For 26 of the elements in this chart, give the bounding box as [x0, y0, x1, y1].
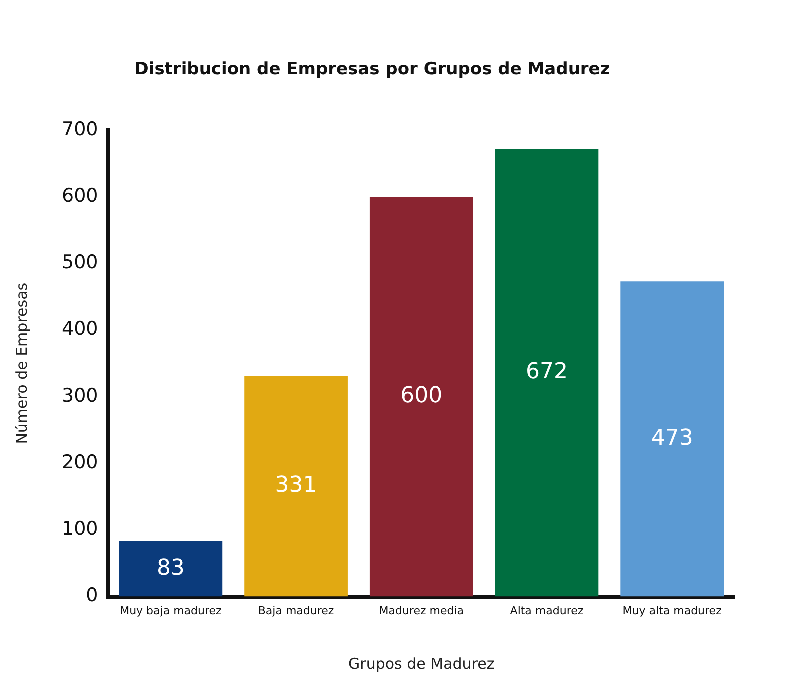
y-tick-label: 700 — [62, 118, 98, 140]
data-label: 83 — [156, 556, 185, 581]
x-tick-label: Muy baja madurez — [120, 604, 222, 618]
y-axis-title: Número de Empresas — [12, 282, 31, 444]
data-label: 600 — [400, 384, 443, 409]
x-axis-title: Grupos de Madurez — [348, 654, 495, 673]
y-tick-label: 300 — [62, 384, 98, 407]
x-tick-label: Alta madurez — [510, 604, 584, 618]
y-tick-label: 500 — [62, 252, 98, 274]
x-tick-label: Muy alta madurez — [622, 604, 722, 618]
bar — [620, 282, 724, 597]
chart-title: Distribucion de Empresas por Grupos de Madurez — [134, 60, 610, 80]
bar — [119, 542, 223, 597]
y-tick-label: 400 — [62, 318, 98, 340]
y-tick-label: 200 — [62, 451, 98, 474]
bar — [370, 197, 474, 597]
y-tick-label: 0 — [86, 584, 98, 607]
x-tick-label: Madurez media — [379, 604, 464, 618]
data-label: 331 — [275, 473, 318, 498]
data-label: 473 — [651, 426, 694, 451]
x-tick-label: Baja madurez — [258, 604, 334, 618]
bar — [244, 376, 348, 597]
data-label: 672 — [526, 360, 568, 385]
y-tick-label: 100 — [62, 518, 98, 540]
bar — [495, 149, 599, 597]
y-tick-label: 600 — [62, 184, 98, 207]
